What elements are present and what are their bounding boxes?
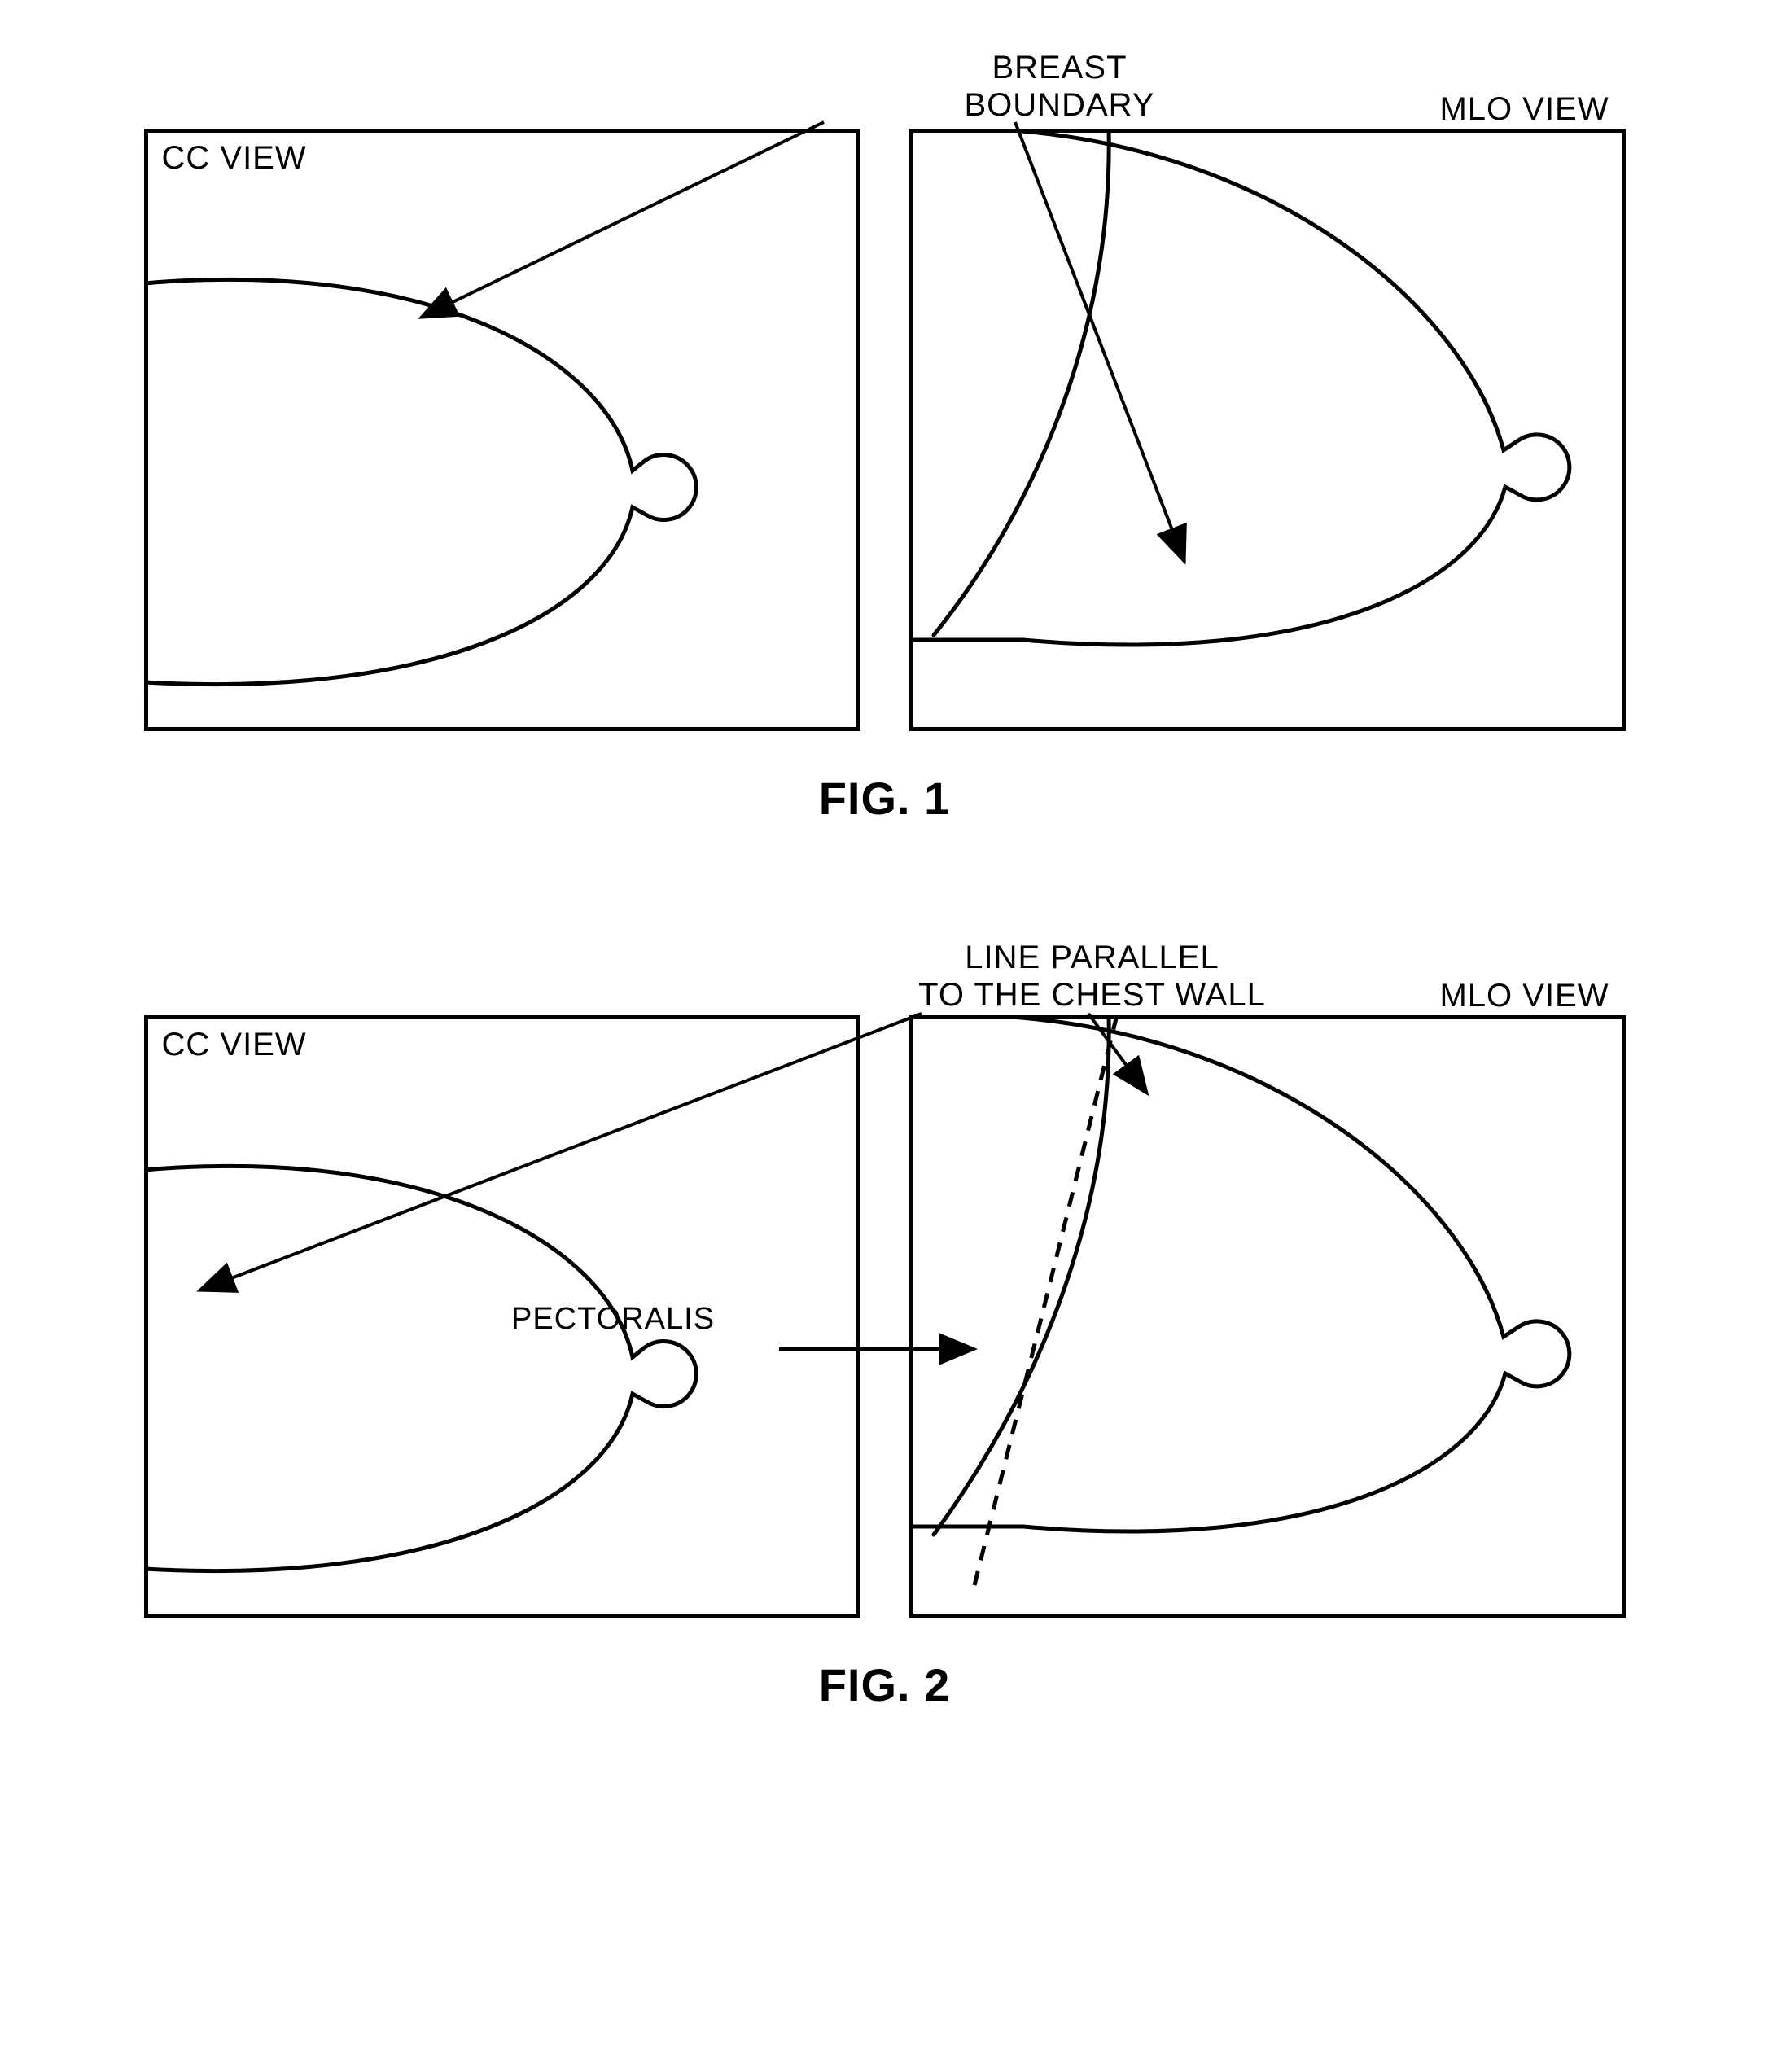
- fig2-mlo-svg: [909, 1015, 1626, 1618]
- fig1-mlo-panel: MLO VIEW: [909, 129, 1626, 731]
- fig2-caption: FIG. 2: [65, 1658, 1704, 1711]
- figure-2: LINE PARALLEL TO THE CHEST WALL PECTORAL…: [65, 939, 1704, 1711]
- fig2-mlo-title: MLO VIEW: [1439, 978, 1609, 1014]
- fig2-cc-title: CC VIEW: [162, 1027, 307, 1063]
- fig2-panels: PECTORALIS CC VIEW MLO VIEW: [65, 1015, 1704, 1618]
- fig1-panels: CC VIEW MLO VIEW: [65, 129, 1704, 731]
- fig2-label-line2: TO THE CHEST WALL: [918, 977, 1266, 1013]
- fig1-mlo-svg: [909, 129, 1626, 731]
- fig1-cc-panel: CC VIEW: [144, 129, 860, 731]
- fig1-label-line2: BOUNDARY: [965, 87, 1155, 123]
- fig1-cc-svg: [144, 129, 860, 731]
- fig2-cc-panel: CC VIEW: [144, 1015, 860, 1618]
- fig1-mlo-title: MLO VIEW: [1439, 91, 1609, 128]
- fig2-label-line1: LINE PARALLEL: [965, 940, 1219, 975]
- fig1-cc-title: CC VIEW: [162, 140, 307, 177]
- fig2-mlo-panel: MLO VIEW: [909, 1015, 1626, 1618]
- fig2-cc-svg: [144, 1015, 860, 1618]
- fig1-caption: FIG. 1: [65, 772, 1704, 825]
- fig1-label-line1: BREAST: [992, 50, 1127, 85]
- figure-1: BREAST BOUNDARY CC VIEW MLO VIEW FIG. 1: [65, 49, 1704, 825]
